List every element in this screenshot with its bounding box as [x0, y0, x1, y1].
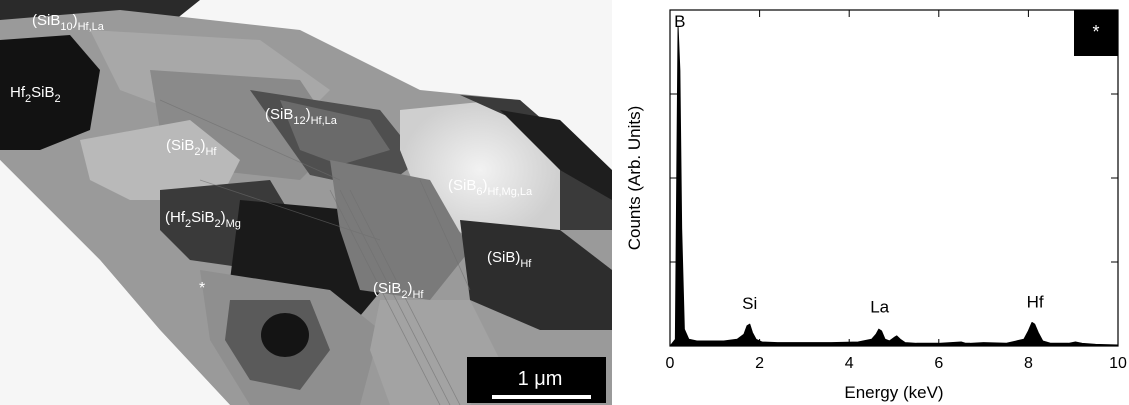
- y-axis-title: Counts (Arb. Units): [625, 106, 644, 251]
- scale-bar-line: [492, 395, 591, 399]
- scale-bar-label: 1 μm: [518, 368, 563, 390]
- tem-micrograph: (SiB10)Hf,La Hf2SiB2 (SiB12)Hf,La (SiB2)…: [0, 0, 612, 405]
- x-tick-label: 0: [666, 355, 675, 372]
- analysis-point-marker: *: [199, 280, 205, 297]
- x-tick-label: 4: [845, 355, 854, 372]
- x-axis-title: Energy (keV): [844, 383, 943, 402]
- legend-box-label: *: [1092, 22, 1099, 42]
- peak-label: Si: [742, 294, 757, 313]
- scale-bar: 1 μm: [467, 357, 606, 403]
- spectrum-line: [669, 26, 1119, 347]
- micrograph-labels: (SiB10)Hf,La Hf2SiB2 (SiB12)Hf,La (SiB2)…: [10, 12, 533, 301]
- plot-frame: [669, 9, 1119, 347]
- phase-label-sib12: (SiB12)Hf,La: [265, 106, 338, 127]
- plot-area: 0 2 4 6 8 10 B Si La Hf * Energy (keV) Counts (Arb. …: [625, 9, 1127, 402]
- phase-label-sib2-lower: (SiB2)Hf: [373, 280, 424, 301]
- phase-label-sib2-upper: (SiB2)Hf: [166, 137, 217, 158]
- peak-label: La: [870, 297, 889, 316]
- phase-label-sib10: (SiB10)Hf,La: [32, 12, 105, 33]
- x-tick-label: 6: [934, 355, 943, 372]
- peak-label: Hf: [1027, 292, 1044, 311]
- peak-label: B: [674, 12, 685, 31]
- phase-label-sib6: (SiB6)Hf,Mg,La: [448, 177, 533, 198]
- phase-label-hf2sib2: Hf2SiB2: [10, 84, 61, 105]
- phase-label-sib: (SiB)Hf: [487, 249, 532, 270]
- x-tick-label: 2: [755, 355, 764, 372]
- phase-label-hf2sib2-mg: (Hf2SiB2)Mg: [165, 209, 241, 230]
- x-tick-label: 8: [1024, 355, 1033, 372]
- legend-box: [1074, 10, 1118, 56]
- x-tick-label: 10: [1109, 355, 1127, 372]
- eds-spectrum-chart: 0 2 4 6 8 10 B Si La Hf * Energy (keV) Counts (Arb. …: [625, 9, 1127, 402]
